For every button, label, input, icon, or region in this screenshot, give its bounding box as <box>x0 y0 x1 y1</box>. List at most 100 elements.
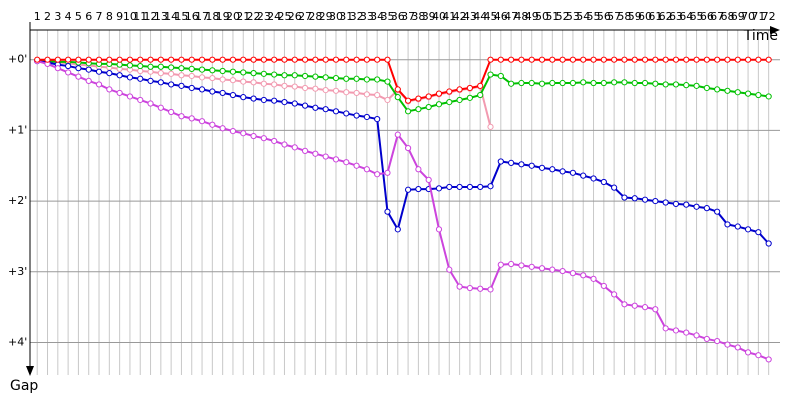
data-point <box>116 61 123 68</box>
data-point <box>744 349 752 356</box>
data-point <box>435 226 443 233</box>
data-point <box>188 56 195 63</box>
x-tick-label: 41 <box>442 10 456 23</box>
data-point <box>353 162 360 169</box>
x-tick-label: 5 <box>75 10 82 23</box>
data-point <box>765 240 772 247</box>
data-point <box>281 141 288 148</box>
data-point <box>611 56 618 63</box>
x-tick-label: 42 <box>453 10 467 23</box>
data-point <box>178 56 185 63</box>
x-axis-label: Time <box>743 28 778 44</box>
data-point <box>219 76 226 83</box>
x-tick-label: 50 <box>535 10 549 23</box>
data-point <box>466 94 474 101</box>
data-point <box>95 81 103 88</box>
x-tick-label: 47 <box>504 10 518 23</box>
x-tick-label: 13 <box>154 10 168 23</box>
data-point <box>394 226 401 233</box>
data-point <box>714 337 721 345</box>
x-tick-label: 31 <box>339 10 353 23</box>
data-point <box>559 79 566 87</box>
x-tick-label: 60 <box>638 10 652 23</box>
data-point <box>240 56 247 63</box>
x-tick-label: 72 <box>762 10 776 23</box>
x-tick-label: 7 <box>96 10 103 23</box>
data-point <box>65 62 72 70</box>
data-point <box>116 89 123 97</box>
data-point <box>456 183 463 191</box>
x-tick-label: 58 <box>617 10 631 23</box>
data-point <box>714 208 721 215</box>
data-point <box>394 86 401 93</box>
data-point <box>240 78 247 85</box>
data-point <box>744 56 752 63</box>
data-point <box>322 106 329 113</box>
data-point <box>683 56 690 63</box>
data-point <box>734 223 741 230</box>
data-point <box>744 90 752 97</box>
data-point <box>188 84 195 92</box>
data-point <box>683 82 690 89</box>
data-point <box>415 95 422 102</box>
data-point <box>590 56 597 63</box>
data-point <box>250 132 257 140</box>
data-point <box>404 97 412 104</box>
data-point <box>353 112 360 119</box>
data-point <box>487 123 494 130</box>
data-point <box>621 194 628 201</box>
data-point <box>435 185 443 192</box>
data-point <box>549 79 556 87</box>
data-point <box>569 79 577 87</box>
x-tick-label: 35 <box>380 10 394 23</box>
data-point <box>188 115 195 122</box>
data-point <box>394 131 401 138</box>
x-tick-label: 64 <box>679 10 693 23</box>
data-point <box>508 159 515 167</box>
data-point <box>621 301 628 308</box>
data-point <box>353 56 360 63</box>
data-point <box>188 72 195 80</box>
data-point <box>487 183 494 190</box>
data-point <box>518 262 525 269</box>
data-point <box>240 130 247 137</box>
data-point <box>466 183 474 191</box>
data-point <box>363 91 370 98</box>
data-point <box>65 69 72 76</box>
data-point <box>559 267 566 275</box>
data-point <box>724 56 731 63</box>
data-point <box>157 63 164 70</box>
series-line <box>37 60 770 245</box>
data-point <box>219 89 226 97</box>
x-tick-label: 61 <box>648 10 662 23</box>
data-point <box>343 75 350 82</box>
data-point <box>652 80 659 87</box>
data-point <box>652 197 659 205</box>
data-point <box>374 56 381 63</box>
data-point <box>528 79 535 87</box>
data-point <box>466 284 474 292</box>
data-point <box>734 89 741 96</box>
y-tick-label: +4' <box>8 335 27 348</box>
data-point <box>75 65 82 72</box>
data-point <box>652 56 659 63</box>
data-point <box>631 79 638 87</box>
data-point <box>374 115 381 123</box>
data-point <box>301 56 309 63</box>
data-point <box>415 166 422 173</box>
data-point <box>641 196 649 203</box>
data-point <box>662 56 669 63</box>
data-point <box>384 169 391 176</box>
data-point <box>703 205 710 212</box>
data-point <box>497 261 504 268</box>
data-point <box>85 56 92 63</box>
x-tick-label: 49 <box>525 10 539 23</box>
data-point <box>281 82 288 89</box>
data-point <box>260 70 267 77</box>
data-point <box>374 91 381 99</box>
data-point <box>590 275 597 282</box>
x-tick-label: 9 <box>116 10 123 23</box>
data-point <box>363 113 370 121</box>
data-point <box>353 75 360 82</box>
